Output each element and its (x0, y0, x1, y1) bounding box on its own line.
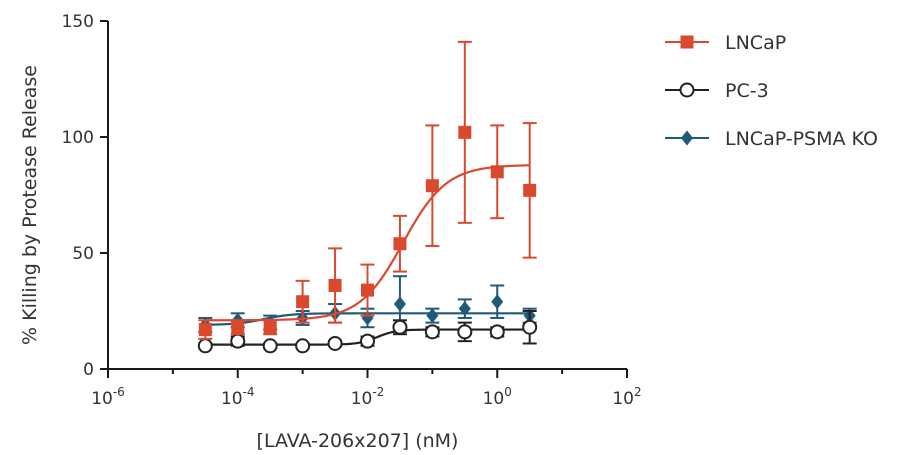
data-point (361, 310, 374, 326)
x-tick-label: 10-6 (91, 385, 125, 409)
legend-marker (681, 130, 693, 146)
data-point (296, 295, 310, 309)
legend-item: LNCaP-PSMA KO (665, 128, 878, 150)
data-point (198, 323, 212, 337)
data-point (393, 296, 406, 312)
x-tick-label: 10-4 (221, 385, 255, 409)
data-point (361, 283, 374, 297)
plot-area (197, 40, 538, 354)
x-axis-title: [LAVA-206x207] (nM) (257, 430, 459, 452)
data-point (458, 125, 472, 139)
y-tick-label: 50 (72, 244, 94, 264)
data-point (457, 324, 473, 340)
data-point (424, 324, 440, 340)
data-point (458, 301, 471, 317)
data-point (295, 338, 311, 354)
y-tick-label: 150 (62, 12, 94, 32)
axes: 0 50 100 150 10-6 10-4 10-2 100 102 [LAVA-206x2… (19, 12, 642, 452)
y-tick-label: 0 (83, 360, 94, 380)
legend-label: LNCaP-PSMA KO (725, 128, 878, 150)
series-lncap (198, 40, 537, 340)
data-point (489, 324, 505, 340)
data-point (262, 338, 278, 354)
y-ticks: 0 50 100 150 (62, 12, 108, 380)
data-point (490, 165, 504, 179)
legend-item: LNCaP (665, 32, 786, 54)
x-tick-label: 100 (483, 385, 512, 409)
data-point (425, 179, 439, 193)
y-axis-title: % Killing by Protease Release (19, 65, 41, 345)
x-tick-label: 102 (612, 385, 641, 409)
data-point (263, 320, 277, 334)
data-point (328, 278, 342, 292)
data-point (522, 319, 538, 335)
legend-marker (680, 35, 694, 49)
data-point (360, 333, 375, 349)
data-point (392, 319, 408, 335)
legend-item: PC-3 (665, 80, 769, 102)
data-point (393, 237, 407, 251)
legend-label: LNCaP (725, 32, 786, 54)
legend: LNCaP PC-3 LNCaP-PSMA KO (665, 32, 878, 150)
x-ticks: 10-6 10-4 10-2 100 102 (91, 369, 642, 409)
series-pc-3 (197, 310, 538, 354)
data-point (426, 308, 439, 324)
data-point (491, 294, 504, 310)
legend-label: PC-3 (725, 80, 769, 102)
data-point (230, 333, 246, 349)
data-point (197, 338, 213, 354)
x-tick-label: 10-2 (351, 385, 385, 409)
legend-marker (679, 82, 695, 98)
data-point (523, 183, 537, 197)
data-point (231, 320, 245, 334)
data-point (327, 335, 343, 351)
y-tick-label: 100 (62, 128, 94, 148)
